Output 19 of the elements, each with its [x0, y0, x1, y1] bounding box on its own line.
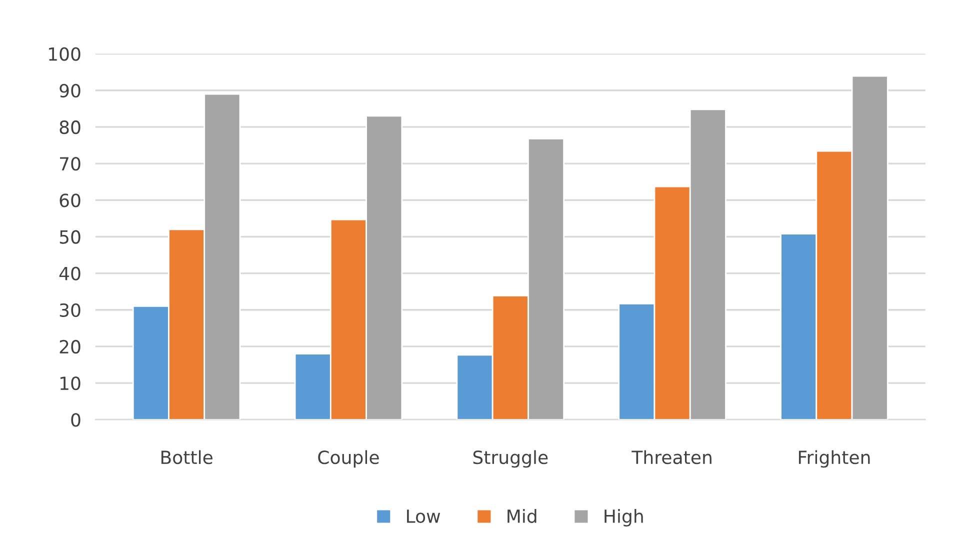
y-tick-label: 0: [71, 413, 80, 427]
y-tick-label: 30: [60, 303, 80, 318]
y-tick-label: 60: [60, 194, 80, 208]
x-tick-label: Frighten: [798, 450, 870, 468]
y-tick-label: 50: [60, 230, 80, 244]
y-tick-label: 40: [59, 266, 80, 280]
x-tick-label: Struggle: [473, 450, 548, 468]
y-tick-label: 100: [49, 47, 80, 61]
legend-label: Low: [407, 510, 440, 524]
y-tick-label: 10: [60, 376, 80, 390]
x-tick-label: Couple: [318, 450, 379, 468]
y-tick-label: 80: [60, 120, 80, 134]
y-tick-label: 20: [60, 340, 80, 354]
legend-label: Mid: [508, 509, 536, 524]
y-tick-label: 90: [60, 84, 80, 98]
x-tick-label: Threaten: [632, 450, 712, 464]
legend-label: High: [604, 509, 643, 527]
x-tick-label: Bottle: [161, 450, 212, 464]
y-tick-label: 70: [60, 157, 80, 171]
